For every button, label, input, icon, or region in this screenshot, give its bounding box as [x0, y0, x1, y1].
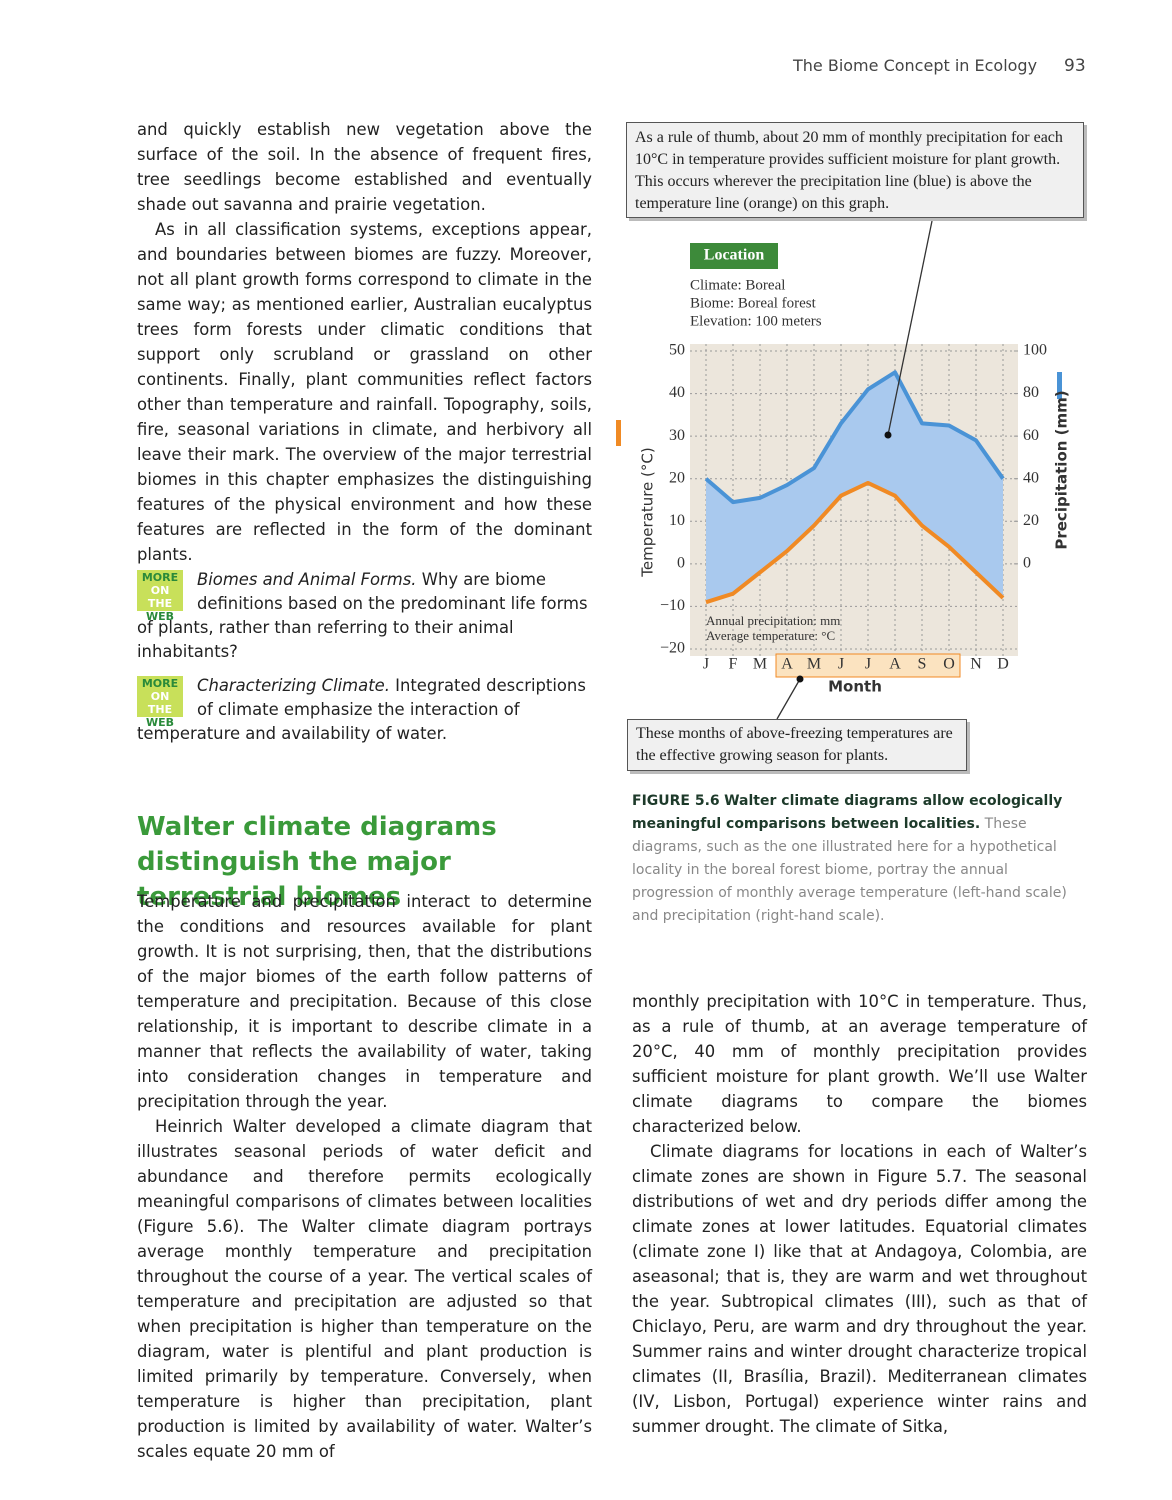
- temperature-key: [616, 420, 621, 446]
- annotation: Average temperature: °C: [706, 628, 835, 643]
- web-title: Biomes and Animal Forms.: [197, 570, 417, 589]
- x-tick-label: F: [729, 656, 738, 673]
- y-axis-label: Temperature (°C): [639, 447, 657, 577]
- y-tick-label: 0: [677, 555, 685, 572]
- growing-season-highlight: [775, 653, 961, 678]
- location-line: Elevation: 100 meters: [690, 313, 822, 329]
- y2-tick-label: 0: [1023, 555, 1031, 572]
- callout-line: [887, 220, 933, 436]
- y2-axis-label: Precipitation (mm): [1053, 390, 1071, 549]
- badge-text: MORE: [141, 677, 179, 690]
- x-axis-label: Month: [828, 678, 882, 696]
- badge: MORE ON THE WEB: [137, 570, 183, 623]
- x-tick-label: A: [889, 656, 901, 673]
- right-column: monthly precipitation with 10°C in tempe…: [632, 989, 1087, 1439]
- caption: FIGURE 5.6 Walter climate diagrams allow…: [632, 790, 1072, 928]
- precipitation-key: [1057, 372, 1062, 399]
- y2-tick-label: 40: [1023, 469, 1039, 486]
- caption-title: Walter climate diagrams allow ecological…: [632, 793, 1063, 832]
- x-tick-label: J: [838, 656, 844, 673]
- running-title: The Biome Concept in Ecology: [793, 56, 1038, 75]
- caption-text: These diagrams, such as the one illustra…: [632, 816, 1067, 924]
- callout-dot: [796, 675, 804, 683]
- section-body: Temperature and precipitation interact t…: [137, 889, 592, 1464]
- location-badge: [690, 243, 778, 269]
- x-tick-label: N: [970, 656, 982, 673]
- x-tick-label: J: [703, 656, 709, 673]
- paragraph: Heinrich Walter developed a climate diag…: [137, 1117, 592, 1461]
- x-tick-label: D: [997, 656, 1009, 673]
- web-title: Characterizing Climate.: [197, 676, 390, 695]
- badge-text: ON THE: [147, 690, 173, 716]
- section-heading: Walter climate diagrams distinguish the …: [137, 812, 497, 912]
- annotation: Annual precipitation: mm: [706, 613, 840, 628]
- page-number: 93: [1064, 56, 1086, 76]
- x-tick-label: S: [918, 656, 927, 673]
- caption-label: FIGURE 5.6: [632, 793, 720, 809]
- callout-line: [776, 678, 801, 720]
- y2-tick-label: 100: [1023, 342, 1047, 359]
- x-tick-label: M: [753, 656, 767, 673]
- paragraph: Climate diagrams for locations in each o…: [632, 1142, 1087, 1436]
- y-tick-label: −20: [660, 640, 685, 657]
- badge-text: MORE: [141, 571, 179, 584]
- badge-text: ON THE: [147, 584, 173, 610]
- left-column: and quickly establish new vegetation abo…: [137, 117, 592, 567]
- x-tick-label: J: [865, 656, 871, 673]
- series-line: [704, 370, 1005, 505]
- y-tick-label: 30: [669, 427, 685, 444]
- y-tick-label: 20: [669, 469, 685, 486]
- x-tick-label: A: [781, 656, 793, 673]
- callout-bottom: These months of above-freezing temperatu…: [627, 719, 967, 771]
- y2-tick-label: 20: [1023, 512, 1039, 529]
- x-tick-label: M: [807, 656, 821, 673]
- location-label: Location: [704, 247, 765, 264]
- callout-dot: [884, 431, 892, 439]
- plot: [690, 344, 1018, 656]
- more-on-web: MORE ON THE WEB Characterizing Climate. In…: [137, 674, 592, 746]
- y2-tick-label: 60: [1023, 427, 1039, 444]
- y-tick-label: −10: [660, 597, 685, 614]
- y-tick-label: 40: [669, 384, 685, 401]
- x-tick-label: O: [943, 656, 955, 673]
- paragraph: monthly precipitation with 10°C in tempe…: [632, 992, 1087, 1136]
- callout-top: As a rule of thumb, about 20 mm of month…: [626, 122, 1084, 218]
- y-tick-label: 10: [669, 512, 685, 529]
- web-text: Why are biome definitions based on the p…: [137, 570, 588, 661]
- y2-tick-label: 80: [1023, 384, 1039, 401]
- web-text: Integrated descriptions of climate empha…: [137, 676, 586, 743]
- y-tick-label: 50: [669, 342, 685, 359]
- series-line: [705, 480, 1005, 605]
- location-line: Climate: Boreal: [690, 277, 785, 293]
- paragraph: Temperature and precipitation interact t…: [137, 892, 592, 1111]
- more-on-web: MORE ON THE WEB Biomes and Animal Forms. W…: [137, 568, 592, 664]
- location-line: Biome: Boreal forest: [690, 295, 817, 311]
- paragraph: and quickly establish new vegetation abo…: [137, 120, 592, 214]
- paragraph: As in all classification systems, except…: [137, 220, 592, 564]
